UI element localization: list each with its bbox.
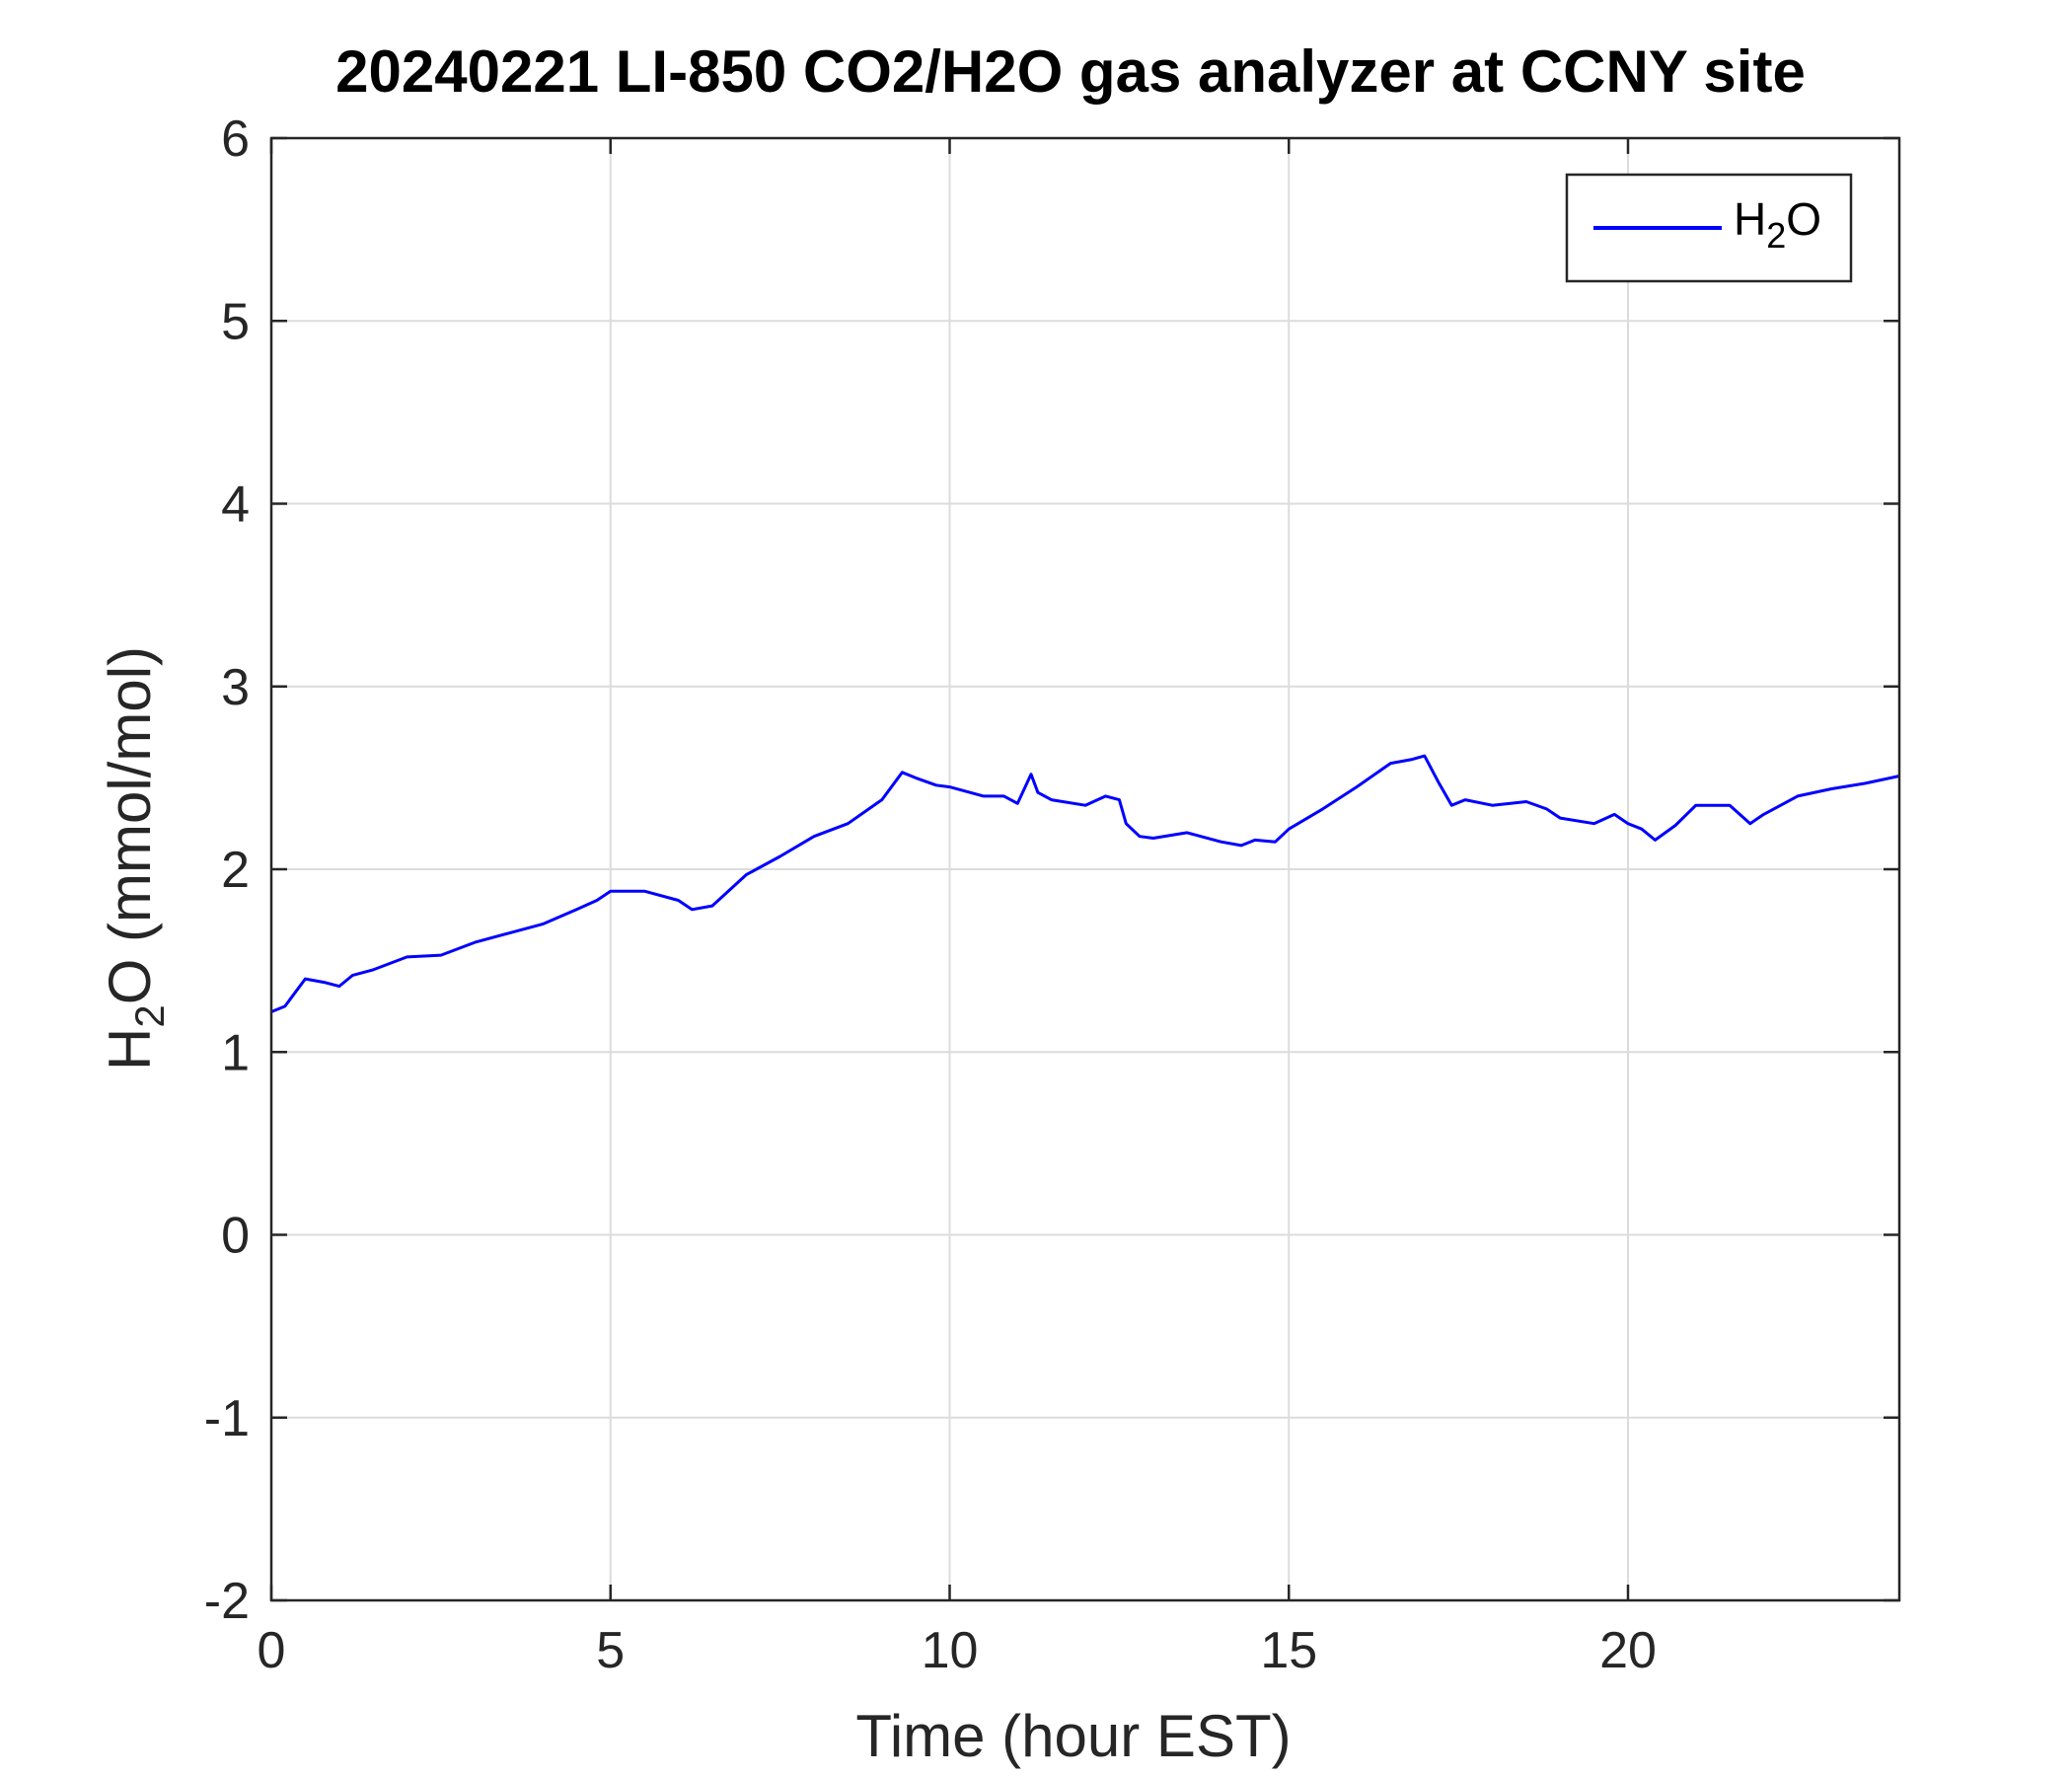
y-tick-label: 4 (221, 477, 250, 534)
x-axis-label: Time (hour EST) (855, 1703, 1291, 1769)
y-tick-label: 6 (221, 111, 250, 168)
y-tick-label: 0 (221, 1208, 250, 1265)
y-tick-label: 3 (221, 659, 250, 716)
plot-series (270, 754, 1900, 1013)
series-line-h2o (270, 754, 1900, 1013)
tick-labels: 0 5 10 15 20 -2 -1 0 1 2 3 4 5 6 (204, 111, 1657, 1679)
x-tick-label: 15 (1260, 1622, 1317, 1679)
grid (271, 138, 1899, 1600)
legend-label-base: H (1734, 193, 1766, 245)
x-tick-label: 20 (1599, 1622, 1657, 1679)
y-tick-label: -1 (204, 1390, 250, 1447)
y-label-base: H (97, 1028, 163, 1071)
y-label-rest: O (mmol/mol) (97, 646, 163, 1004)
x-tick-label: 5 (596, 1622, 625, 1679)
legend-label-subscript: 2 (1766, 215, 1786, 256)
y-tick-label: 2 (221, 842, 250, 899)
legend: H2O (1565, 173, 1853, 283)
x-tick-label: 10 (922, 1622, 979, 1679)
y-tick-label: 1 (221, 1024, 250, 1081)
axes (269, 136, 1901, 1602)
y-label-subscript: 2 (126, 1004, 173, 1027)
chart-title: 20240221 LI-850 CO2/H2O gas analyzer at … (335, 38, 1806, 105)
y-axis-label: H2O (mmol/mol) (97, 646, 173, 1071)
legend-entry-h2o: H2O (1734, 193, 1821, 256)
y-tick-label: -2 (204, 1573, 250, 1630)
x-tick-label: 0 (258, 1622, 286, 1679)
legend-label-rest: O (1786, 193, 1821, 245)
y-tick-label: 5 (221, 293, 250, 350)
